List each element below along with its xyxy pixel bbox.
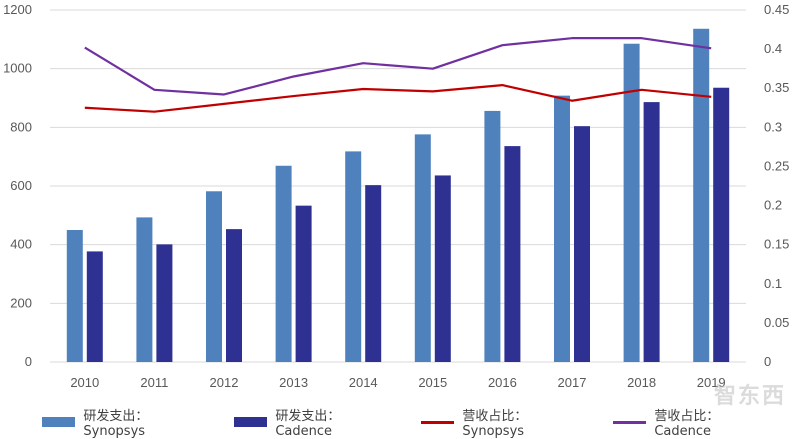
x-tick-2011: 2011 — [140, 375, 168, 390]
legend-swatch-cadence-ratio — [612, 420, 647, 424]
x-tick-2018: 2018 — [627, 375, 656, 390]
y-right-tick-1: 0.05 — [764, 315, 789, 330]
x-tick-2017: 2017 — [558, 375, 587, 390]
y-right-tick-7: 0.35 — [764, 80, 789, 95]
bar-cadence-2015 — [434, 175, 451, 362]
bar-synopsys-2014 — [345, 151, 362, 362]
bar-cadence-2016 — [504, 146, 521, 362]
x-tick-2010: 2010 — [70, 375, 99, 390]
y-left-tick-2: 400 — [10, 237, 32, 252]
x-tick-2015: 2015 — [418, 375, 447, 390]
legend-label-synopsys-ratio: 营收占比：Synopsys — [462, 409, 528, 439]
y-left-tick-6: 1200 — [3, 2, 32, 17]
bar-synopsys-2015 — [414, 134, 431, 362]
legend-label-cadence-rd: 研发支出：Cadence — [275, 409, 341, 439]
bar-cadence-2011 — [156, 244, 173, 362]
bar-synopsys-2017 — [554, 95, 570, 363]
bar-synopsys-2010 — [66, 230, 83, 362]
line-cadence-ratio — [84, 37, 712, 96]
bar-cadence-2017 — [574, 126, 590, 362]
y-left-tick-0: 0 — [25, 354, 32, 369]
y-left-tick-1: 200 — [10, 295, 32, 310]
y-right-tick-9: 0.45 — [764, 2, 789, 17]
chart-area: 0 200 400 600 800 1000 1200 0 0.05 0.1 0.15 0.2 0.25… — [3, 2, 789, 390]
x-tick-2019: 2019 — [697, 375, 726, 390]
y-right-tick-0: 0 — [764, 354, 771, 369]
x-tick-2016: 2016 — [488, 375, 517, 390]
legend-item-cadence-rd: 研发支出：Cadence — [233, 405, 395, 439]
bar-cadence-2019 — [713, 87, 730, 362]
bar-cadence-2012 — [226, 229, 242, 362]
legend-label-cadence-ratio: 营收占比：Cadence — [654, 409, 720, 439]
legend-item-cadence-ratio: 营收占比：Cadence — [612, 405, 774, 439]
legend-label-synopsys-rd: 研发支出：Synopsys — [83, 409, 149, 439]
legend-swatch-synopsys-ratio — [421, 420, 455, 424]
bar-synopsys-2018 — [623, 43, 640, 362]
y-left-tick-4: 800 — [10, 119, 32, 134]
bar-synopsys-2013 — [275, 165, 292, 362]
x-tick-2012: 2012 — [210, 375, 239, 390]
legend-swatch-synopsys-rd — [42, 417, 76, 427]
legend-swatch-cadence-rd — [233, 417, 268, 427]
bar-synopsys-2016 — [484, 110, 501, 362]
y-left-tick-3: 600 — [10, 178, 32, 193]
y-right-tick-2: 0.1 — [764, 276, 782, 291]
legend: 研发支出：Synopsys 研发支出：Cadence 营收占比：Synopsys… — [42, 405, 800, 439]
legend-item-synopsys-rd: 研发支出：Synopsys — [42, 405, 208, 439]
bar-synopsys-2011 — [136, 217, 153, 362]
watermark-logo: 智东西 — [713, 384, 786, 409]
y-right-tick-6: 0.3 — [764, 119, 782, 134]
x-tick-2013: 2013 — [279, 375, 308, 390]
y-right-tick-5: 0.25 — [764, 158, 789, 173]
y-right-tick-8: 0.4 — [764, 41, 782, 56]
bar-synopsys-2019 — [693, 28, 710, 362]
line-synopsys-ratio — [84, 83, 712, 113]
y-right-tick-4: 0.2 — [764, 198, 782, 213]
bar-synopsys-2012 — [206, 191, 222, 362]
bar-cadence-2010 — [86, 251, 103, 362]
bar-cadence-2013 — [295, 205, 312, 362]
y-left-tick-5: 1000 — [3, 61, 32, 76]
legend-item-synopsys-ratio: 营收占比：Synopsys — [421, 405, 587, 439]
y-right-tick-3: 0.15 — [764, 237, 789, 252]
bar-cadence-2018 — [643, 102, 660, 363]
x-tick-2014: 2014 — [349, 375, 378, 390]
bar-cadence-2014 — [365, 185, 382, 362]
